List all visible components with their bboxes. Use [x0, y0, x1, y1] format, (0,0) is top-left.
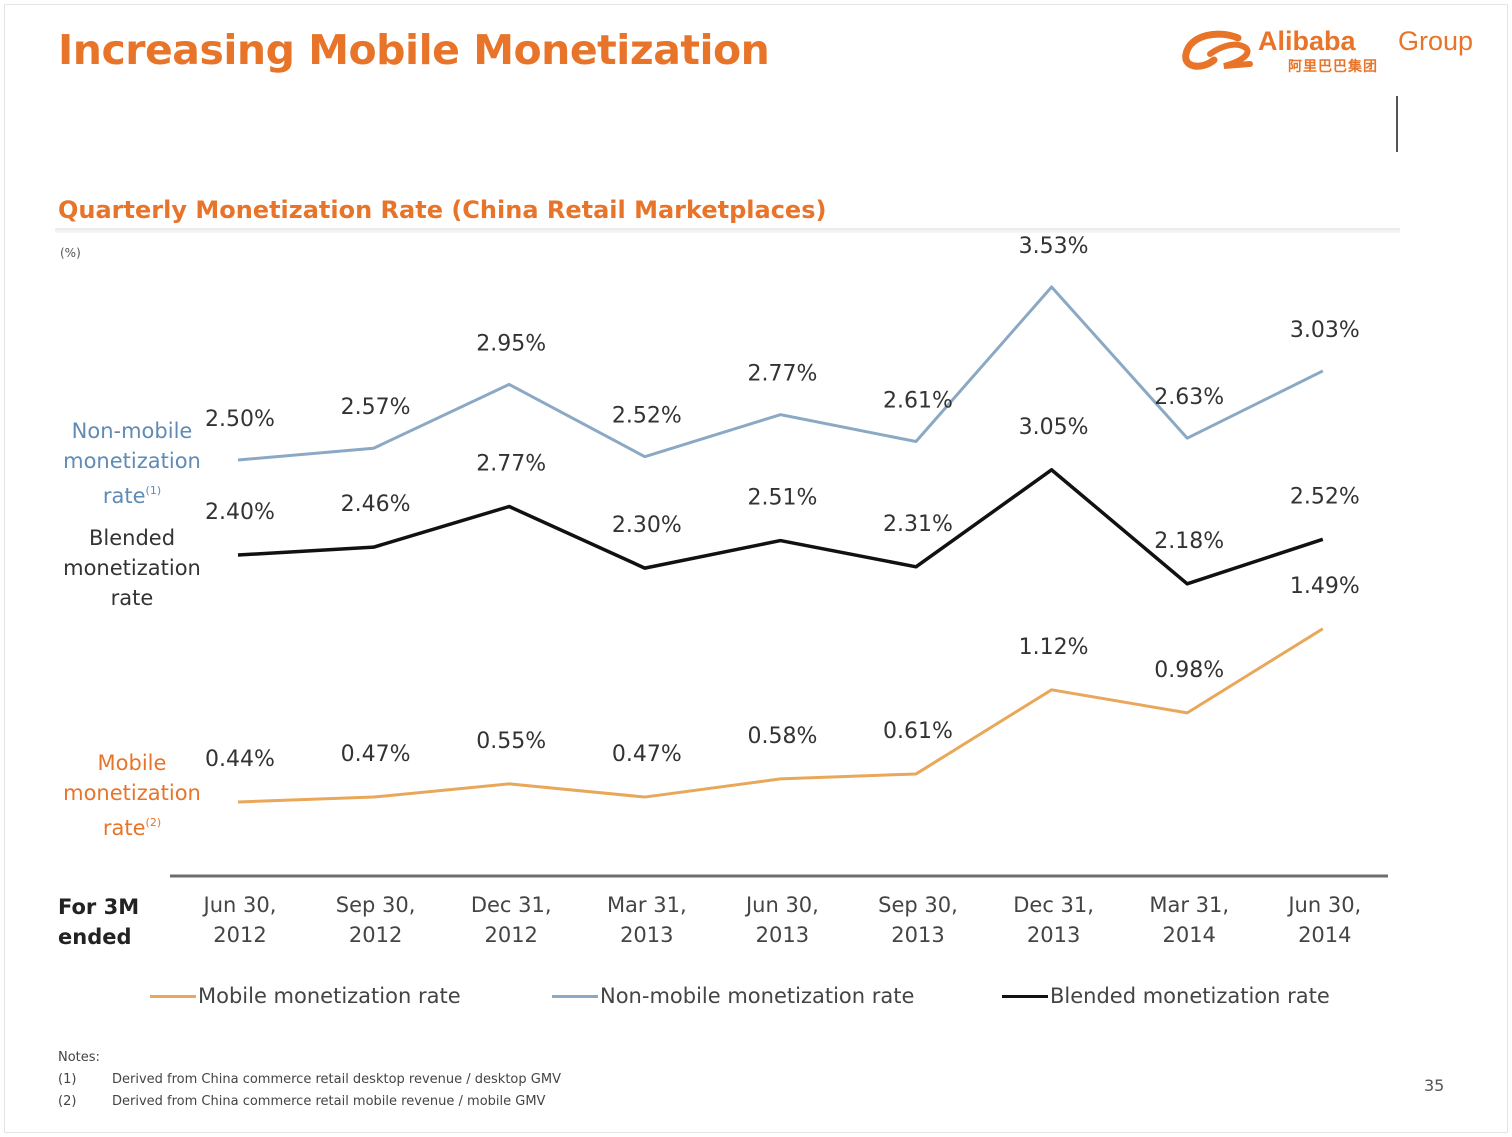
legend-swatch-mobile — [150, 994, 196, 998]
series-label-nonmobile-text: Non-mobile monetization rate — [63, 419, 201, 508]
x-tick-label: Dec 31, — [1013, 893, 1094, 917]
data-label: 0.58% — [747, 724, 817, 749]
x-tick-label: 2012 — [349, 923, 402, 947]
x-tick-label: Dec 31, — [471, 893, 552, 917]
footnotes: Notes: (1) Derived from China commerce r… — [58, 1050, 561, 1113]
x-tick-label: 2014 — [1298, 923, 1351, 947]
brand-chinese-name: 阿里巴巴集团 — [1288, 59, 1378, 75]
data-label: 0.47% — [612, 742, 682, 767]
x-tick-label: Mar 31, — [607, 893, 687, 917]
x-tick-label: Mar 31, — [1149, 893, 1229, 917]
data-label: 2.40% — [205, 500, 275, 525]
chart-legend: Mobile monetization rate Non-mobile mone… — [0, 984, 1512, 1016]
series-label-blended: Blended monetization rate — [52, 523, 212, 613]
note-number: (2) — [58, 1094, 77, 1109]
footnote-marker: (1) — [145, 484, 162, 497]
data-label: 2.18% — [1154, 529, 1224, 554]
data-label: 2.31% — [883, 512, 953, 537]
x-tick-label: 2013 — [756, 923, 809, 947]
data-label: 3.05% — [1019, 415, 1089, 440]
data-label: 2.77% — [476, 452, 546, 477]
legend-label-mobile: Mobile monetization rate — [198, 984, 461, 1008]
legend-item-blended: Blended monetization rate — [1002, 984, 1330, 1008]
brand-logo: Alibaba Group 阿里巴巴集团 — [1180, 24, 1480, 76]
data-label: 2.46% — [341, 492, 411, 517]
data-label: 1.49% — [1290, 574, 1360, 599]
chart-title-bar — [55, 228, 1400, 233]
data-label: 0.55% — [476, 729, 546, 754]
data-label: 2.77% — [747, 362, 817, 387]
x-tick-label: Sep 30, — [878, 893, 958, 917]
slide-title: Increasing Mobile Monetization — [58, 26, 770, 74]
data-label: 0.47% — [341, 742, 411, 767]
legend-label-blended: Blended monetization rate — [1050, 984, 1330, 1008]
series-label-mobile: Mobile monetization rate(2) — [52, 748, 212, 843]
series-label-nonmobile: Non-mobile monetization rate(1) — [52, 416, 212, 511]
notes-heading: Notes: — [58, 1050, 100, 1065]
data-label: 1.12% — [1019, 635, 1089, 660]
legend-swatch-blended — [1002, 994, 1048, 998]
data-label: 2.30% — [612, 513, 682, 538]
page-number: 35 — [1424, 1076, 1445, 1095]
data-label: 3.03% — [1290, 318, 1360, 343]
data-label: 2.52% — [1290, 484, 1360, 509]
data-label: 2.57% — [341, 395, 411, 420]
legend-swatch-nonmobile — [552, 994, 598, 998]
footnote-marker: (2) — [145, 816, 162, 829]
x-tick-label: 2013 — [620, 923, 673, 947]
data-label: 2.95% — [476, 331, 546, 356]
data-label: 3.53% — [1019, 234, 1089, 259]
legend-item-nonmobile: Non-mobile monetization rate — [552, 984, 914, 1008]
data-label: 2.61% — [883, 389, 953, 414]
x-tick-label: Jun 30, — [202, 893, 277, 917]
legend-item-mobile: Mobile monetization rate — [150, 984, 461, 1008]
x-tick-label: 2012 — [213, 923, 266, 947]
data-label: 2.63% — [1154, 385, 1224, 410]
note-row: (1) Derived from China commerce retail d… — [58, 1069, 561, 1091]
note-text: Derived from China commerce retail mobil… — [112, 1094, 546, 1109]
note-text: Derived from China commerce retail deskt… — [112, 1072, 561, 1087]
x-tick-label: 2013 — [1027, 923, 1080, 947]
chart-title: Quarterly Monetization Rate (China Retai… — [58, 196, 827, 224]
x-tick-label: Jun 30, — [1286, 893, 1361, 917]
x-axis-title: For 3M ended — [58, 895, 140, 949]
data-label: 0.44% — [205, 747, 275, 772]
data-label: 2.50% — [205, 407, 275, 432]
data-label: 0.61% — [883, 719, 953, 744]
data-label: 0.98% — [1154, 658, 1224, 683]
alibaba-logo-icon — [1182, 30, 1253, 70]
x-tick-label: Jun 30, — [744, 893, 819, 917]
note-number: (1) — [58, 1072, 77, 1087]
series-label-mobile-text: Mobile monetization rate — [63, 751, 201, 840]
series-line-mobile-monetization-rate — [237, 627, 1324, 804]
unit-label: (%) — [60, 246, 81, 260]
x-tick-label: Sep 30, — [336, 893, 416, 917]
note-row: (2) Derived from China commerce retail m… — [58, 1091, 561, 1113]
data-label: 2.52% — [612, 404, 682, 429]
series-label-blended-text: Blended monetization rate — [63, 526, 201, 610]
legend-label-nonmobile: Non-mobile monetization rate — [600, 984, 915, 1008]
x-tick-label: 2012 — [484, 923, 537, 947]
brand-name: Alibaba — [1258, 26, 1356, 56]
header-divider — [1396, 96, 1398, 152]
x-tick-label: 2014 — [1162, 923, 1215, 947]
data-label: 2.51% — [747, 486, 817, 511]
brand-group: Group — [1398, 26, 1474, 56]
x-tick-label: 2013 — [891, 923, 944, 947]
